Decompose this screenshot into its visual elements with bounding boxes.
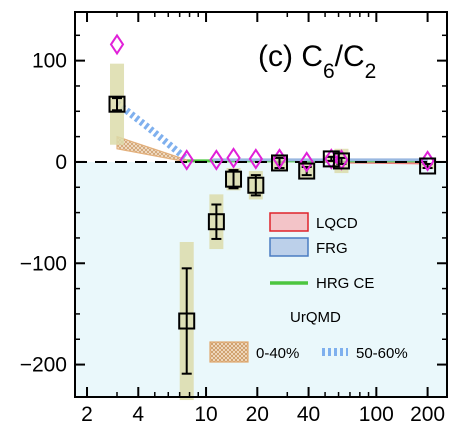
- tick-labels: 2 4 10 20 40 100 200 100 0 −100 −200: [20, 50, 445, 426]
- legend-swatch-frg: [269, 237, 309, 257]
- legend-label-hrg-ce: HRG CE: [316, 275, 374, 292]
- legend-label-urqmd-0-40: 0-40%: [256, 345, 299, 362]
- x-tick-label: 40: [297, 403, 320, 426]
- square-marker: [207, 213, 225, 231]
- square-marker: [178, 312, 196, 330]
- legend-swatch-urqmd-0-40: [209, 341, 249, 363]
- legend: LQCD FRG HRG CE UrQMD 0-40% 50-60%: [209, 212, 408, 363]
- diamond-marker: [299, 151, 314, 173]
- legend-swatch-lqcd: [269, 212, 309, 232]
- square-marker: [332, 152, 350, 170]
- model-bands: [114, 100, 428, 165]
- square-marker: [322, 150, 340, 168]
- y-tick-label: 100: [32, 50, 67, 73]
- x-tick-label: 20: [246, 403, 269, 426]
- x-tick-label: 100: [359, 403, 394, 426]
- y-tick-label: −200: [20, 354, 67, 377]
- frame: [74, 11, 448, 398]
- square-marker: [419, 157, 437, 175]
- diamond-marker: [226, 147, 241, 169]
- x-tick-label: 4: [132, 403, 144, 426]
- square-marker: [108, 95, 126, 113]
- legend-urqmd-heading: UrQMD: [290, 309, 341, 326]
- square-marker: [298, 162, 316, 180]
- diamond-marker: [109, 33, 125, 56]
- negative-region: [75, 161, 447, 397]
- legend-label-urqmd-50-60: 50-60%: [356, 345, 408, 362]
- diamond-marker: [179, 149, 194, 171]
- diamond-marker: [248, 148, 264, 170]
- x-tick-label: 10: [194, 403, 217, 426]
- legend-label-lqcd: LQCD: [316, 215, 358, 232]
- square-marker: [271, 154, 289, 172]
- x-tick-label: 200: [410, 403, 445, 426]
- plot-frame: [74, 11, 448, 398]
- square-marker: [247, 176, 265, 194]
- axis-ticks: [75, 12, 447, 397]
- y-tick-label: −100: [20, 252, 67, 275]
- diamond-marker: [209, 149, 224, 171]
- plot-background: [75, 12, 447, 397]
- x-tick-label: 2: [81, 403, 93, 426]
- data-markers: [108, 33, 437, 330]
- legend-label-frg: FRG: [316, 240, 348, 257]
- diamond-marker: [324, 148, 339, 170]
- band-urqmd-50-60-: [114, 100, 189, 162]
- square-marker: [225, 170, 243, 188]
- y-tick-label: 0: [55, 151, 67, 174]
- panel-title: (c) C6/C2: [258, 40, 376, 83]
